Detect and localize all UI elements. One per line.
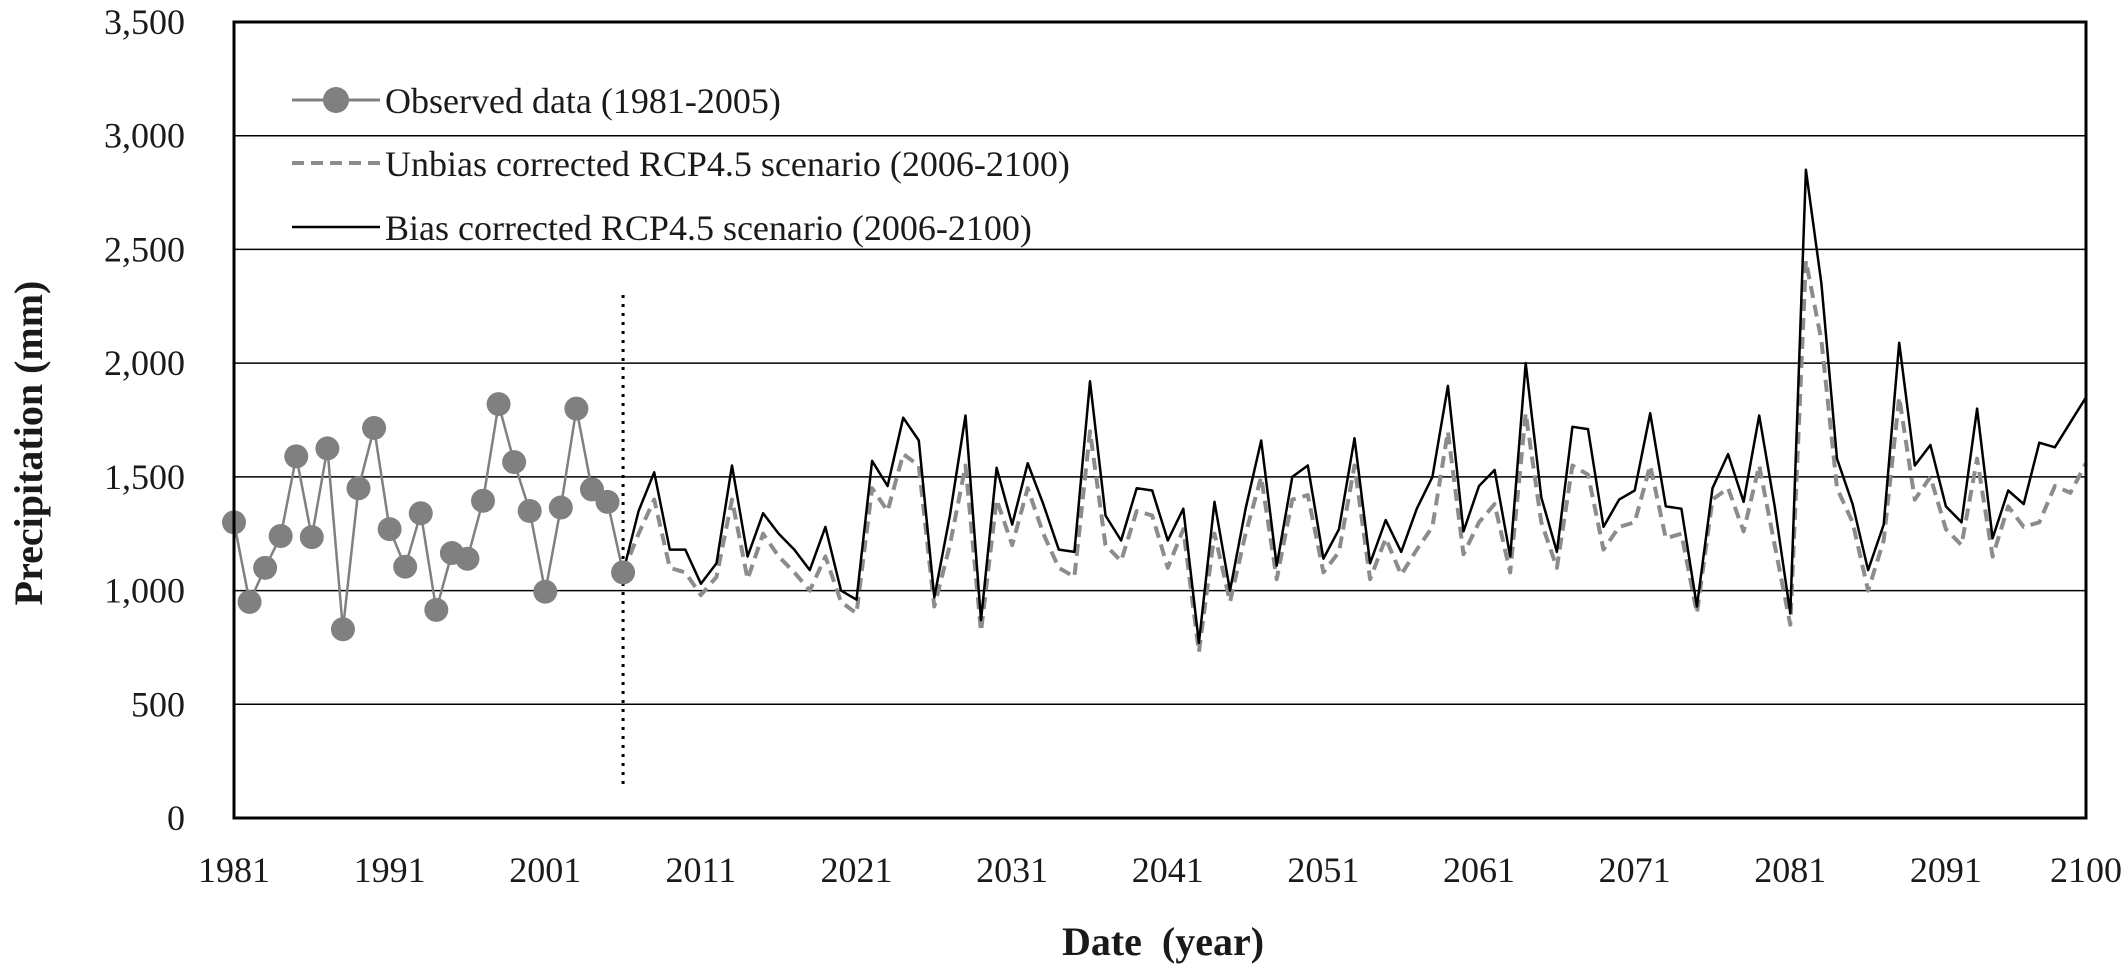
legend-unbias-label: Unbias corrected RCP4.5 scenario (2006-2… — [385, 144, 1070, 184]
observed-data-point — [284, 444, 309, 469]
x-tick-label: 2031 — [976, 850, 1048, 890]
observed-series-line — [232, 403, 625, 630]
observed-data-point — [393, 554, 418, 579]
x-tick-label: 2001 — [509, 850, 581, 890]
y-tick-label: 1,000 — [104, 571, 185, 611]
observed-data-point — [471, 488, 496, 513]
y-tick-label: 2,500 — [104, 229, 185, 269]
x-tick-label: 2091 — [1910, 850, 1982, 890]
x-tick-label: 2081 — [1754, 850, 1826, 890]
legend-item-observed: Observed data (1981-2005) — [292, 81, 781, 121]
legend-observed-label: Observed data (1981-2005) — [385, 81, 781, 121]
unbias-rcp45-series-line — [621, 258, 2088, 654]
observed-data-point — [533, 579, 558, 604]
y-tick-label: 1,500 — [104, 457, 185, 497]
x-tick-label: 2100 — [2050, 850, 2122, 890]
y-tick-label: 0 — [167, 798, 185, 838]
observed-data-point — [548, 495, 573, 520]
observed-data-point — [595, 489, 620, 514]
plot-area-border — [232, 20, 2088, 820]
y-tick-label: 2,000 — [104, 343, 185, 383]
x-tick-label: 1981 — [198, 850, 270, 890]
legend-bias-label: Bias corrected RCP4.5 scenario (2006-210… — [385, 208, 1032, 248]
observed-data-point — [517, 498, 542, 523]
x-tick-label: 2051 — [1287, 850, 1359, 890]
observed-data-point — [362, 415, 387, 440]
y-tick-label: 500 — [131, 684, 185, 724]
x-tick-label: 2061 — [1443, 850, 1515, 890]
x-tick-label: 2021 — [821, 850, 893, 890]
observed-data-point — [455, 546, 480, 571]
y-axis-label: Precipitation (mm) — [6, 281, 51, 606]
legend: Observed data (1981-2005) Unbias correct… — [292, 81, 1070, 248]
legend-item-bias: Bias corrected RCP4.5 scenario (2006-210… — [292, 208, 1032, 248]
observed-data-point — [424, 597, 449, 622]
observed-data-point — [502, 450, 527, 475]
x-tick-label: 1991 — [354, 850, 426, 890]
observed-data-point — [486, 392, 511, 417]
y-axis-ticks: 0 500 1,000 1,500 2,000 2,500 3,000 3,500 — [104, 2, 185, 838]
legend-item-unbias: Unbias corrected RCP4.5 scenario (2006-2… — [292, 144, 1070, 184]
observed-data-point — [237, 589, 262, 614]
x-tick-label: 2071 — [1599, 850, 1671, 890]
observed-data-point — [268, 523, 293, 548]
observed-data-point — [330, 617, 355, 642]
x-tick-label: 2011 — [666, 850, 737, 890]
bias-rcp45-series-line — [621, 168, 2088, 645]
x-axis-label: Date (year) — [1062, 919, 1264, 964]
legend-observed-marker — [323, 87, 349, 113]
x-axis-ticks: 1981 1991 2001 2011 2021 2031 2041 2051 2061 2071… — [198, 850, 2122, 890]
observed-data-point — [253, 555, 278, 580]
observed-data-point — [408, 501, 433, 526]
observed-data-point — [377, 517, 402, 542]
observed-data-point — [346, 476, 371, 501]
y-tick-label: 3,000 — [104, 116, 185, 156]
series-layer — [222, 168, 2088, 654]
observed-data-point — [299, 525, 324, 550]
observed-data-point — [611, 560, 636, 585]
observed-data-point — [315, 436, 340, 461]
y-tick-label: 3,500 — [104, 2, 185, 42]
x-tick-label: 2041 — [1132, 850, 1204, 890]
observed-data-point — [564, 396, 589, 421]
